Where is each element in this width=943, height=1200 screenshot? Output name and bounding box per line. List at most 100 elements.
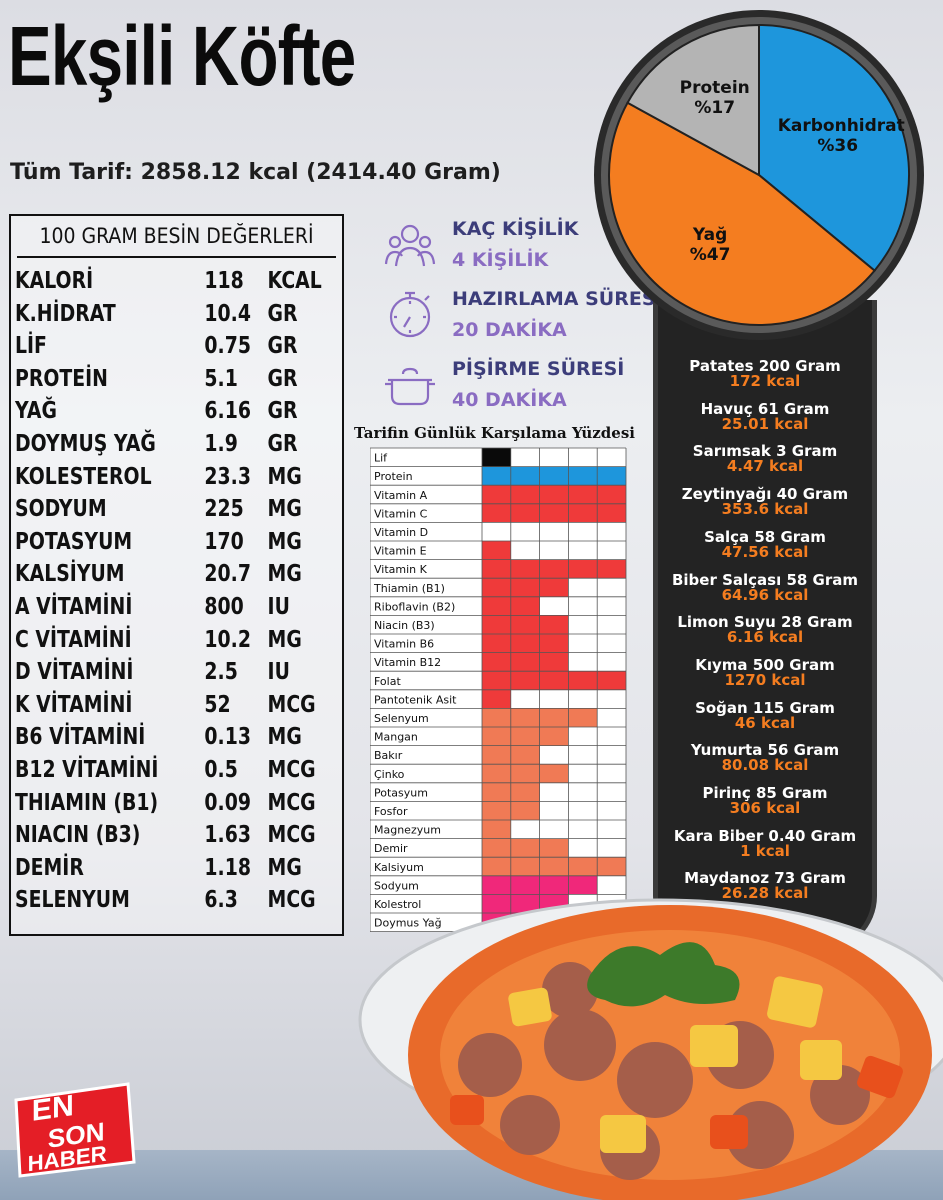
nutrient-value: 0.09: [204, 789, 251, 816]
ingredient-name: Limon Suyu 28 Gram: [677, 613, 853, 632]
daily-bar-label: Doymus Yağ: [374, 917, 442, 930]
daily-bar-label: Kalsiyum: [374, 861, 424, 874]
ingredient-kcal: 353.6 kcal: [721, 500, 809, 519]
daily-bar-label: Riboflavin (B2): [374, 600, 455, 613]
nutrient-unit: MCG: [267, 757, 316, 783]
pie-slice-label: Protein: [679, 78, 750, 99]
ingredient-item: Soğan 115 Gram 46 kcal: [658, 700, 872, 731]
nutrient-value: 20.7: [204, 561, 251, 588]
daily-bar-label: Kolestrol: [374, 898, 421, 911]
daily-bar: [482, 466, 626, 486]
ingredient-name: Pirinç 85 Gram: [702, 784, 828, 802]
pie-slice-percent: %36: [817, 135, 859, 156]
nutrient-unit: MG: [267, 561, 302, 588]
nutrition-row: PROTEİN 5.1 GR: [15, 366, 343, 398]
ingredient-kcal: 64.96 kcal: [721, 585, 809, 604]
nutrient-value: 5.1: [204, 365, 238, 392]
pie-label: Karbonhidrat %36: [778, 116, 905, 156]
nutrient-unit: MCG: [267, 691, 316, 718]
nutrient-name: KOLESTEROL: [15, 463, 152, 490]
people-icon: [384, 224, 436, 267]
nutrition-row: B6 VİTAMİNİ 0.13 MG: [15, 724, 343, 756]
daily-bar-label: Sodyum: [374, 879, 419, 892]
nutrient-value: 23.3: [204, 463, 251, 490]
daily-bar: [482, 448, 511, 467]
daily-bar: [482, 727, 569, 746]
ingredient-name: Havuç 61 Gram: [700, 399, 830, 418]
pie-slice-percent: %17: [694, 98, 736, 119]
nutrient-name: YAĞ: [15, 398, 57, 425]
nutrient-name: THIAMIN (B1): [15, 789, 159, 816]
page-title: Ekşili Köfte: [8, 9, 356, 103]
nutrient-unit: MG: [267, 626, 302, 653]
daily-bar: [482, 838, 569, 858]
nutrient-name: A VİTAMİNİ: [15, 594, 133, 620]
nutrient-unit: MG: [267, 854, 302, 881]
nutrient-value: 6.3: [204, 887, 238, 914]
daily-bar: [482, 559, 626, 579]
daily-bar: [482, 857, 626, 876]
ingredient-item: Yumurta 56 Gram 80.08 kcal: [658, 742, 872, 773]
nutrition-row: KALSİYUM 20.7 MG: [15, 561, 343, 593]
nutrition-row: B12 VİTAMİNİ 0.5 MCG: [15, 757, 343, 789]
daily-bar-label: Vitamin K: [374, 563, 428, 576]
nutrition-row: YAĞ 6.16 GR: [15, 398, 343, 430]
nutrient-value: 800: [204, 594, 244, 620]
nutrient-name: NIACIN (B3): [15, 822, 141, 849]
ingredient-kcal: 46 kcal: [734, 713, 796, 732]
daily-bar: [482, 615, 569, 634]
ingredient-kcal: 47.56 kcal: [721, 542, 809, 561]
nutrition-row: C VİTAMİNİ 10.2 MG: [15, 627, 343, 659]
nutrient-value: 118: [204, 268, 244, 294]
nutrient-value: 6.16: [204, 398, 251, 425]
ingredient-name: Maydanoz 73 Gram: [684, 869, 846, 888]
ingredient-name: Kıyma 500 Gram: [695, 655, 835, 674]
daily-bar-label: Vitamin B12: [374, 656, 441, 669]
ingredient-item: Patates 200 Gram 172 kcal: [658, 358, 872, 389]
nutrient-value: 225: [204, 496, 244, 523]
daily-bar: [482, 820, 511, 839]
nutrient-unit: GR: [267, 333, 298, 360]
pie-label: Protein %17: [655, 78, 775, 118]
ensonhaber-logo: EN SON HABER: [10, 1082, 136, 1178]
nutrient-name: POTASYUM: [15, 528, 133, 555]
ingredient-kcal: 172 kcal: [729, 372, 801, 390]
nutrient-value: 1.18: [204, 854, 251, 881]
daily-bar-label: Pantotenik Asit: [374, 693, 457, 706]
nutrient-name: B6 VİTAMİNİ: [15, 724, 146, 751]
soup-bowl-image: [358, 898, 943, 1200]
nutrient-unit: MCG: [267, 822, 316, 849]
ingredient-name: Sarımsak 3 Gram: [692, 442, 838, 461]
daily-bar-label: Protein: [374, 470, 413, 483]
pie-label: Yağ %47: [650, 225, 770, 265]
nutrient-value: 1.9: [204, 431, 238, 457]
macro-pie-chart: [594, 10, 924, 340]
nutrient-unit: IU: [267, 659, 290, 686]
daily-bar-label: Lif: [374, 452, 388, 465]
nutrition-row: KOLESTEROL 23.3 MG: [15, 464, 343, 496]
pie-slice-percent: %47: [689, 244, 731, 265]
daily-bar-label: Niacin (B3): [374, 619, 435, 632]
nutrition-heading: 100 GRAM BESİN DEĞERLERİ: [39, 224, 314, 248]
nutrient-unit: MG: [267, 724, 302, 751]
nutrient-unit: GR: [267, 431, 298, 457]
pie-slice: [626, 23, 760, 177]
nutrient-unit: GR: [267, 300, 298, 327]
ingredient-name: Zeytinyağı 40 Gram: [681, 485, 849, 504]
nutrient-unit: MG: [267, 528, 302, 555]
ingredient-kcal: 26.28 kcal: [721, 884, 809, 903]
nutrition-row: K VİTAMİNİ 52 MCG: [15, 692, 343, 724]
servings-value: 4 KİŞİLİK: [452, 249, 549, 271]
nutrition-row: SODYUM 225 MG: [15, 496, 343, 528]
logo-shape: [14, 1082, 136, 1178]
daily-bar-label: Thiamin (B1): [373, 582, 445, 595]
ingredient-kcal: 1270 kcal: [724, 670, 806, 689]
nutrient-unit: KCAL: [267, 268, 322, 294]
daily-bar: [482, 689, 511, 709]
nutrient-value: 10.2: [204, 626, 251, 653]
ingredients-column: Patates 200 Gram 172 kcal Havuç 61 Gram 25.…: [653, 300, 877, 952]
nutrition-row: NIACIN (B3) 1.63 MCG: [15, 822, 343, 854]
nutrition-row: DEMİR 1.18 MG: [15, 855, 343, 887]
nutrient-unit: GR: [267, 398, 298, 425]
nutrient-value: 0.5: [204, 757, 238, 783]
